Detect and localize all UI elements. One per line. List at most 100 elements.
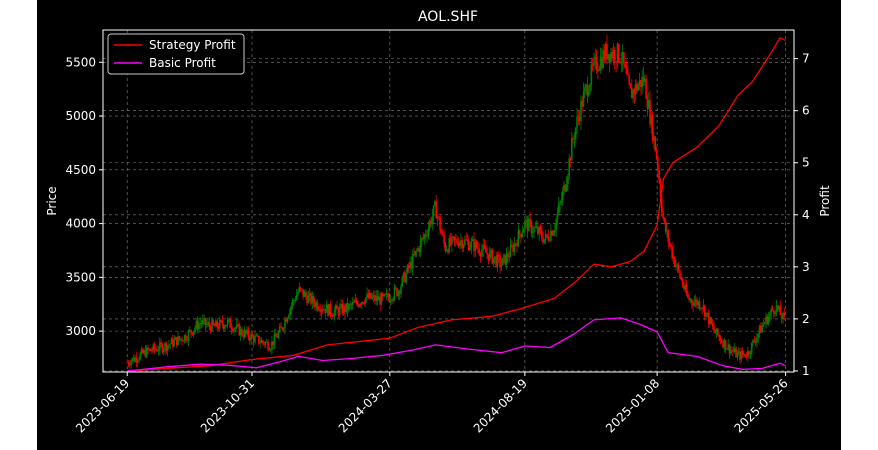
candle-body — [351, 302, 354, 306]
candle-body — [161, 344, 164, 352]
candle-body — [178, 336, 181, 340]
candle-body — [215, 320, 217, 327]
candle-body — [776, 305, 779, 310]
candle-body — [714, 331, 717, 334]
candle-body — [650, 115, 653, 125]
candle-body — [181, 338, 183, 341]
candle-body — [187, 331, 190, 341]
candle-body — [303, 292, 306, 297]
candle-body — [672, 257, 675, 259]
candle-body — [483, 244, 486, 248]
y2-tick-label: 4 — [802, 208, 810, 222]
candle-body — [630, 88, 633, 99]
candle-body — [580, 100, 582, 122]
candle-body — [183, 335, 186, 342]
candle-body — [600, 56, 603, 68]
candle-body — [404, 272, 406, 283]
candle-body — [139, 353, 142, 360]
candle-body — [268, 349, 271, 351]
candle-body — [131, 357, 134, 362]
candle-body — [333, 310, 336, 317]
candle-body — [710, 317, 713, 324]
candle-body — [447, 249, 449, 253]
candle-body — [552, 232, 555, 236]
candle-body — [329, 304, 332, 315]
candle-body — [723, 339, 726, 348]
candle-body — [503, 254, 505, 258]
candle-body — [345, 303, 348, 313]
candle-body — [749, 353, 752, 355]
candle-body — [640, 80, 642, 87]
candle-body — [346, 303, 349, 311]
candle-body — [323, 308, 325, 311]
candle-body — [578, 117, 581, 122]
candle-body — [297, 291, 299, 295]
candle-body — [739, 351, 741, 360]
candle-body — [400, 286, 402, 294]
candle-body — [342, 305, 345, 314]
candle-body — [376, 295, 379, 301]
candle-body — [136, 360, 139, 363]
candle-body — [517, 230, 520, 247]
candle-body — [294, 299, 297, 301]
candle-body — [594, 56, 597, 59]
candle-body — [344, 305, 346, 313]
plot-frame — [102, 29, 795, 373]
candle-body — [358, 304, 361, 307]
candle-body — [237, 324, 239, 325]
candle-body — [606, 43, 608, 60]
candle-body — [408, 265, 410, 269]
y2-tick-label: 3 — [802, 260, 810, 274]
candle-body — [315, 302, 318, 308]
candle-body — [539, 227, 542, 231]
candle-body — [259, 342, 261, 344]
candle-body — [239, 328, 242, 336]
candle-body — [325, 304, 328, 313]
candle-body — [409, 261, 411, 269]
candle-body — [265, 341, 268, 343]
candle-body — [610, 52, 612, 63]
candle-body — [754, 341, 757, 343]
candle-body — [778, 306, 780, 310]
candle-body — [414, 250, 417, 255]
candle-body — [644, 78, 646, 82]
candle-body — [658, 170, 660, 181]
candle-body — [526, 219, 529, 232]
candle-body — [577, 117, 580, 119]
candle-body — [595, 56, 598, 71]
candle-body — [507, 253, 509, 258]
candle-body — [520, 234, 522, 238]
candle-body — [484, 247, 487, 253]
candle-body — [771, 308, 774, 311]
candle-body — [293, 300, 295, 301]
candle-body — [248, 337, 251, 341]
candle-body — [277, 332, 280, 338]
candle-body — [196, 321, 199, 330]
candle-body — [698, 301, 701, 309]
candle-body — [281, 327, 284, 330]
candle-body — [212, 320, 215, 325]
legend-label-strategy: Strategy Profit — [149, 38, 236, 52]
candle-body — [319, 310, 321, 312]
candle-body — [162, 349, 165, 352]
candle-body — [418, 248, 421, 252]
y2-tick-label: 5 — [802, 156, 810, 170]
candle-body — [547, 235, 550, 241]
candle-body — [242, 334, 245, 337]
candle-body — [719, 337, 722, 342]
candle-body — [782, 313, 784, 320]
candle-body — [641, 76, 644, 87]
candle-body — [685, 284, 688, 294]
candle-body — [194, 328, 196, 331]
candle-body — [221, 320, 224, 326]
candle-body — [524, 220, 526, 230]
candle-body — [230, 327, 233, 330]
candle-body — [170, 338, 173, 344]
candle-body — [350, 304, 353, 306]
candle-body — [717, 328, 719, 336]
candle-body — [530, 221, 533, 234]
candle-body — [250, 334, 252, 341]
candle-body — [598, 69, 600, 71]
candle-body — [145, 347, 148, 357]
candle-body — [289, 308, 291, 316]
